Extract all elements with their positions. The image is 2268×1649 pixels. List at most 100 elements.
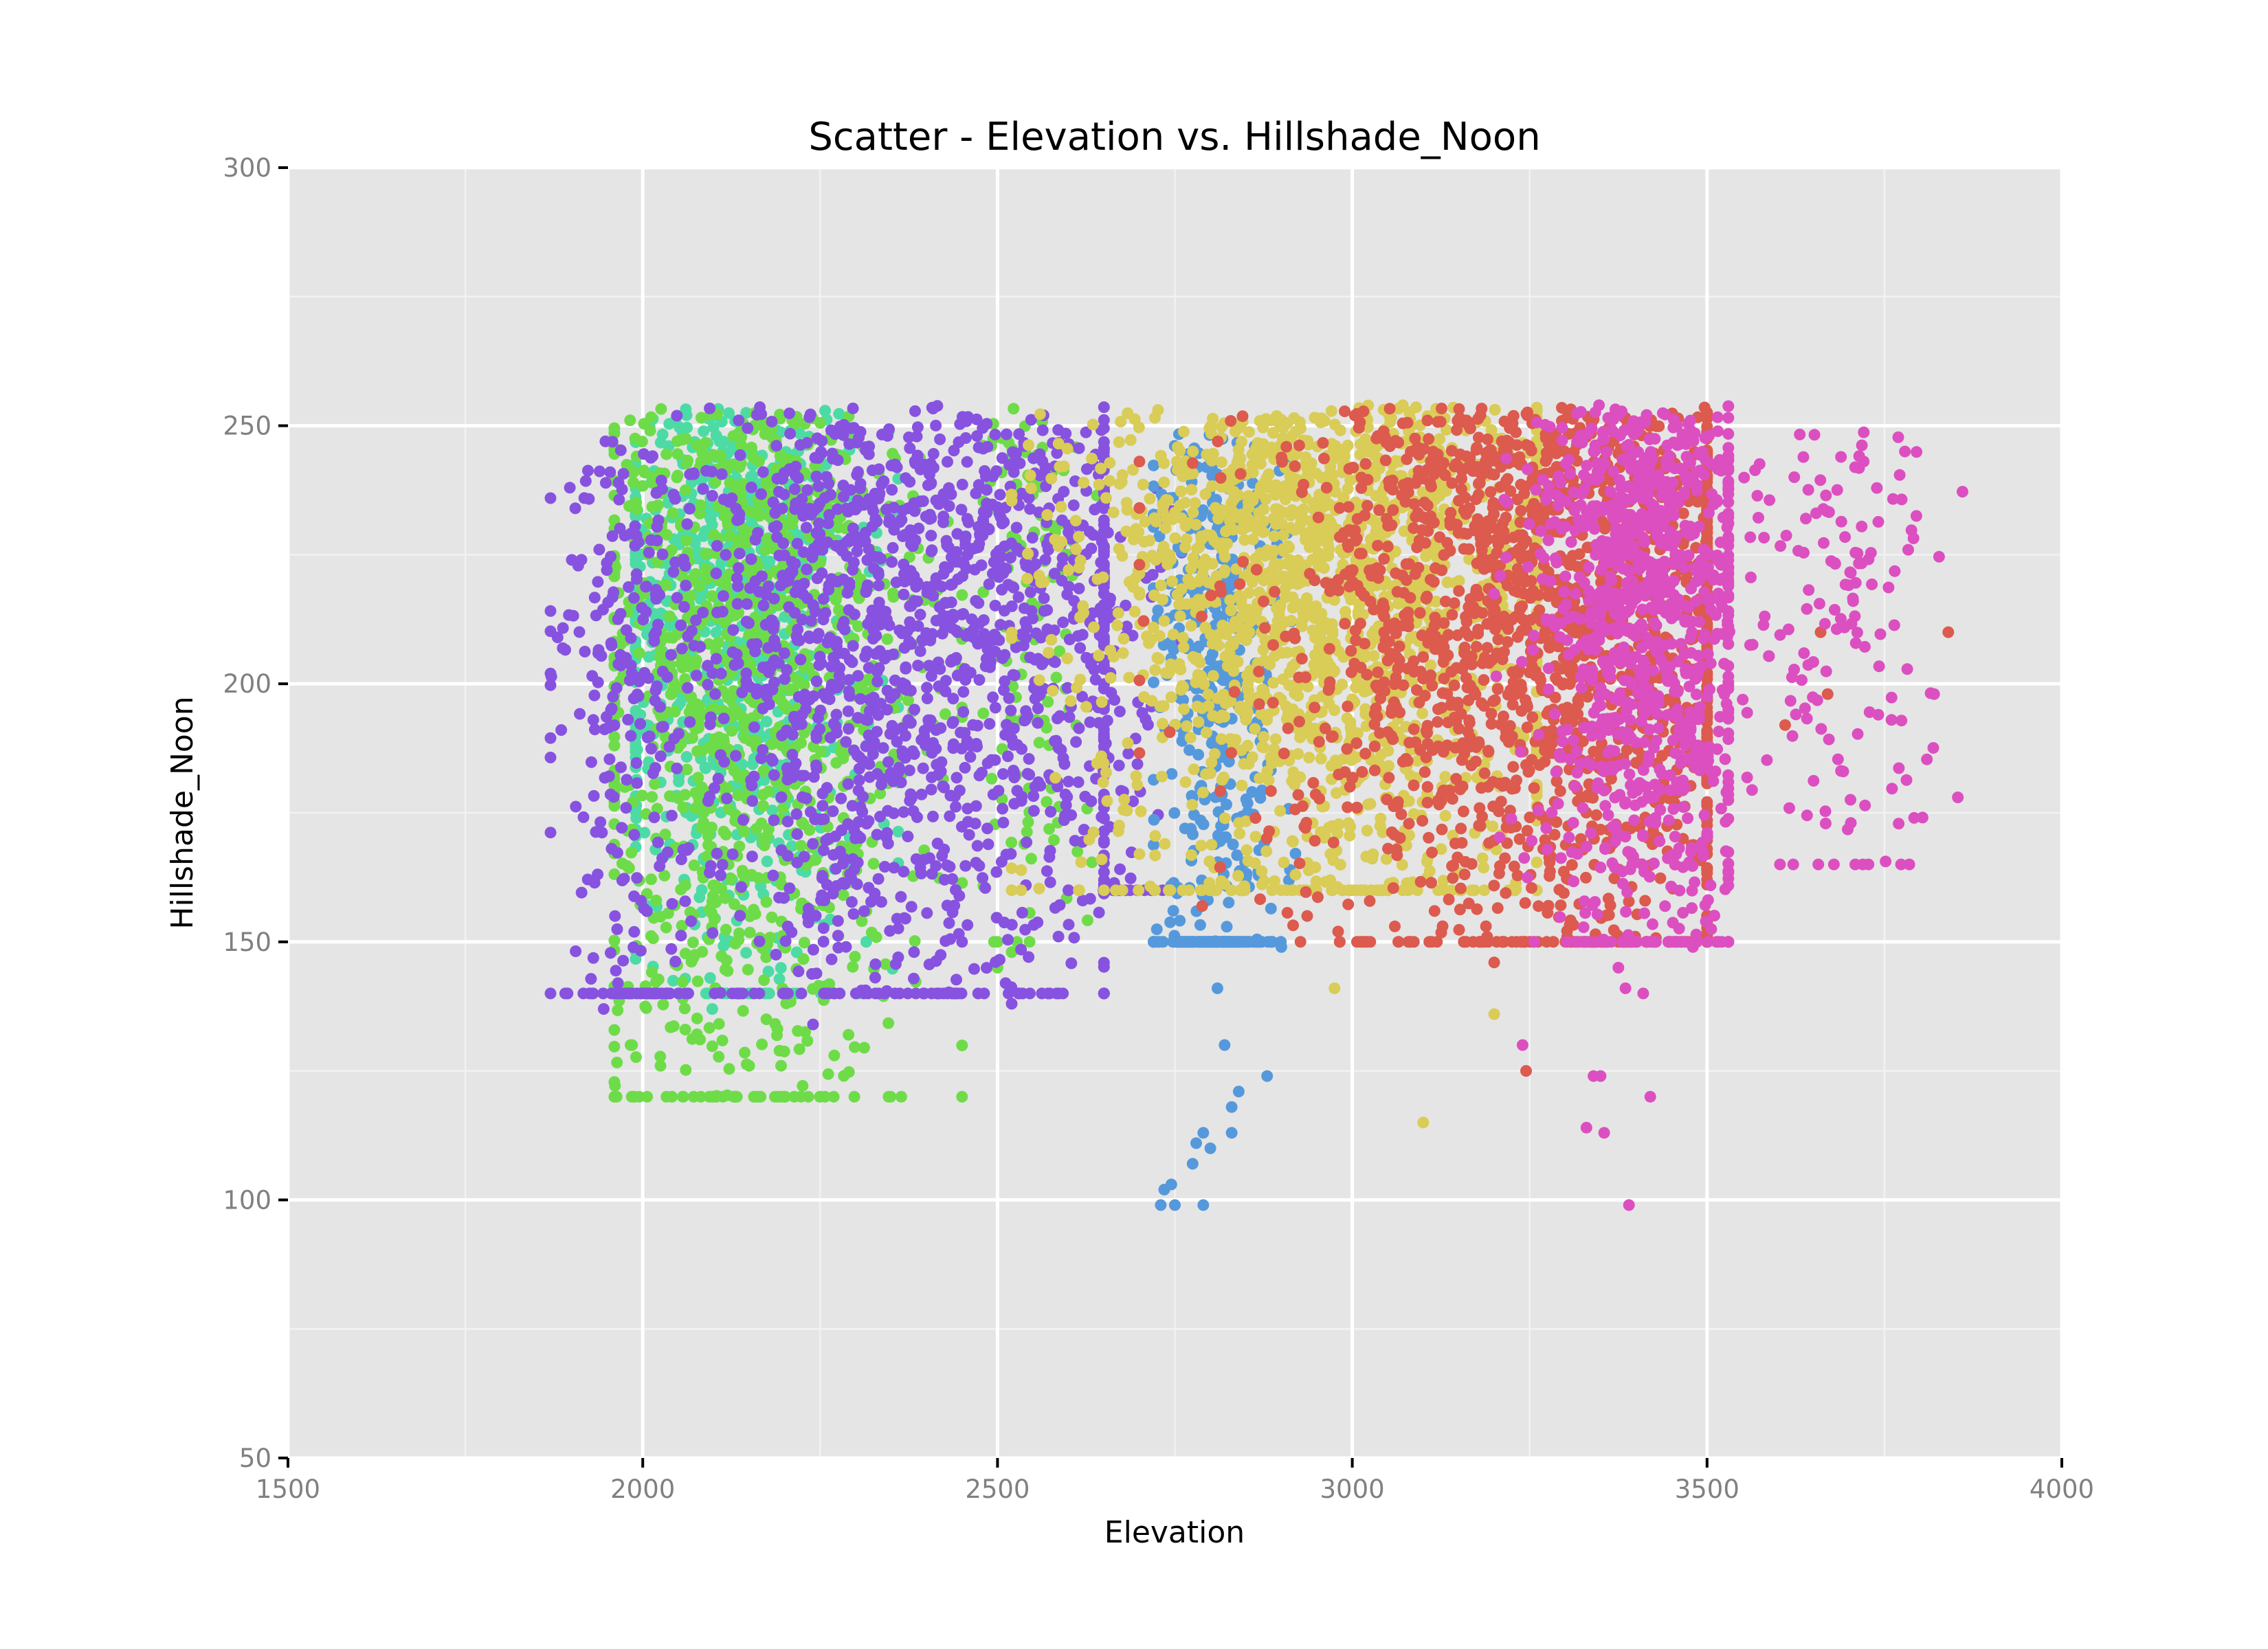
scatter-point <box>817 688 830 700</box>
scatter-point <box>649 684 662 697</box>
scatter-point <box>882 1017 895 1029</box>
scatter-point <box>687 936 699 949</box>
scatter-point <box>1257 421 1269 434</box>
scatter-point <box>648 811 660 824</box>
scatter-point <box>679 1024 691 1035</box>
scatter-point <box>727 440 740 453</box>
scatter-point <box>727 624 740 636</box>
scatter-point <box>766 805 779 816</box>
scatter-point <box>1063 633 1076 646</box>
scatter-point <box>1159 838 1171 850</box>
scatter-point <box>1087 418 1099 431</box>
scatter-point <box>667 631 679 644</box>
scatter-point <box>628 926 641 938</box>
scatter-point <box>1052 930 1065 943</box>
scatter-point <box>685 915 698 928</box>
scatter-point <box>872 873 885 885</box>
scatter-point <box>926 628 938 640</box>
scatter-point <box>730 1090 742 1103</box>
scatter-point <box>814 528 826 540</box>
scatter-point <box>1186 849 1197 861</box>
scatter-point <box>1032 653 1044 665</box>
scatter-point <box>968 963 980 975</box>
scatter-point <box>711 606 723 618</box>
scatter-point <box>777 803 789 815</box>
scatter-point <box>832 915 844 927</box>
scatter-point <box>691 1028 703 1040</box>
scatter-point <box>1027 790 1040 803</box>
scatter-point <box>762 642 775 654</box>
scatter-point <box>956 1040 968 1051</box>
scatter-point <box>570 945 582 957</box>
scatter-point <box>792 674 804 686</box>
scatter-point <box>925 477 937 489</box>
scatter-point <box>1186 484 1198 496</box>
scatter-point <box>930 419 942 431</box>
scatter-point <box>778 647 790 660</box>
scatter-point <box>816 787 829 800</box>
scatter-point <box>810 471 823 482</box>
scatter-point <box>1076 895 1089 907</box>
scatter-point <box>778 489 790 501</box>
scatter-point <box>816 435 828 447</box>
scatter-point <box>689 949 701 961</box>
scatter-point <box>1225 605 1237 616</box>
scatter-point <box>608 1040 621 1053</box>
scatter-point <box>759 543 772 556</box>
scatter-point <box>837 491 849 503</box>
scatter-point <box>779 549 790 561</box>
scatter-point <box>746 795 759 807</box>
scatter-point <box>950 652 962 664</box>
scatter-point <box>748 904 759 916</box>
scatter-point <box>971 741 983 753</box>
scatter-point <box>1124 872 1137 884</box>
scatter-point <box>680 409 693 421</box>
scatter-point <box>1023 753 1035 765</box>
scatter-point <box>751 1090 764 1103</box>
scatter-point <box>544 605 557 617</box>
scatter-point <box>664 620 676 632</box>
scatter-point <box>1186 1158 1199 1170</box>
scatter-point <box>860 818 873 830</box>
scatter-point <box>1257 526 1269 539</box>
scatter-point <box>765 752 777 765</box>
scatter-point <box>597 603 609 616</box>
scatter-point <box>1174 610 1186 622</box>
scatter-point <box>680 535 693 547</box>
scatter-point <box>1008 669 1021 682</box>
scatter-point <box>661 671 674 683</box>
scatter-point <box>905 901 918 913</box>
scatter-point <box>873 551 885 563</box>
scatter-point <box>613 493 625 506</box>
scatter-point <box>696 884 708 896</box>
scatter-point <box>690 669 702 682</box>
scatter-point <box>1005 704 1017 717</box>
scatter-point <box>807 983 819 995</box>
scatter-point <box>836 877 849 889</box>
scatter-point <box>616 822 628 834</box>
scatter-point <box>842 778 854 790</box>
scatter-point <box>816 543 829 556</box>
scatter-point <box>577 811 590 823</box>
scatter-point <box>1219 1039 1231 1051</box>
scatter-point <box>905 600 918 612</box>
scatter-point <box>654 589 666 601</box>
scatter-point <box>843 535 855 548</box>
scatter-point <box>692 772 704 784</box>
scatter-point <box>702 795 714 807</box>
scatter-point <box>654 701 666 713</box>
scatter-point <box>709 782 720 794</box>
scatter-point <box>718 713 730 725</box>
scatter-point <box>570 800 582 813</box>
scatter-point <box>872 569 885 581</box>
scatter-point <box>649 762 661 774</box>
scatter-point <box>599 477 612 489</box>
scatter-point <box>1105 686 1118 699</box>
scatter-point <box>715 950 728 963</box>
scatter-point <box>635 895 647 907</box>
scatter-point <box>666 898 678 910</box>
scatter-point <box>794 653 807 666</box>
scatter-point <box>1024 469 1036 482</box>
scatter-point <box>621 774 633 786</box>
scatter-point <box>807 838 819 850</box>
